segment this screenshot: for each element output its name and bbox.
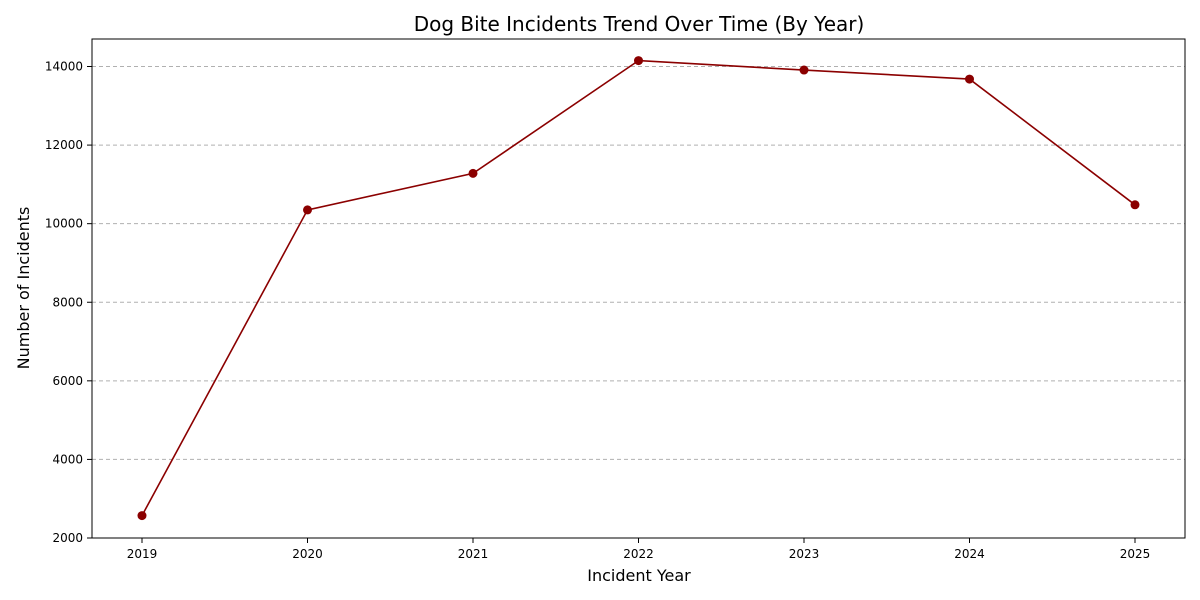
y-axis: 2000 4000 6000 8000 10000 12000 14000 — [45, 60, 92, 545]
y-tick-label-12000: 12000 — [45, 138, 83, 152]
x-tick-label-2024: 2024 — [954, 547, 985, 561]
data-point-2025 — [1130, 200, 1140, 210]
y-tick-label-4000: 4000 — [52, 452, 83, 466]
x-tick-label-2025: 2025 — [1120, 547, 1151, 561]
series-layer — [137, 56, 1140, 521]
y-tick-label-2000: 2000 — [52, 531, 83, 545]
y-axis-label: Number of Incidents — [14, 207, 33, 370]
data-point-2023 — [799, 65, 809, 75]
chart-title: Dog Bite Incidents Trend Over Time (By Y… — [414, 12, 865, 36]
y-tick-label-8000: 8000 — [52, 295, 83, 309]
series-line-0 — [141, 59, 1136, 516]
grid-lines — [92, 66, 1185, 460]
data-point-2024 — [965, 74, 974, 84]
y-tick-label-6000: 6000 — [52, 374, 83, 388]
x-tick-label-2021: 2021 — [458, 547, 489, 561]
data-point-2022 — [634, 56, 643, 66]
data-point-2020 — [303, 205, 312, 215]
x-tick-label-2019: 2019 — [127, 547, 158, 561]
x-tick-label-2020: 2020 — [292, 547, 323, 561]
x-tick-label-2023: 2023 — [789, 547, 820, 561]
y-tick-label-10000: 10000 — [45, 217, 83, 231]
x-axis-label: Incident Year — [587, 566, 691, 585]
data-point-2019 — [137, 511, 147, 521]
x-axis: 2019 2020 2021 2022 2023 2024 2025 — [127, 538, 1151, 561]
plot-frame — [91, 38, 1186, 539]
y-tick-label-14000: 14000 — [45, 60, 83, 74]
data-point-2021 — [468, 168, 478, 178]
x-tick-label-2022: 2022 — [623, 547, 654, 561]
